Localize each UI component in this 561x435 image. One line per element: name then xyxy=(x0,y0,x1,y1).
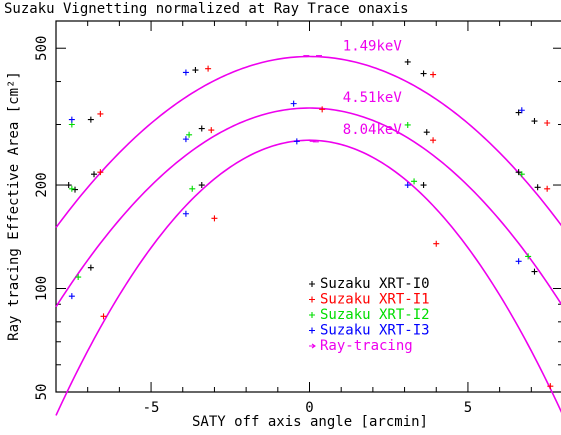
data-point xyxy=(91,171,98,178)
data-point xyxy=(433,240,440,247)
data-point xyxy=(515,258,522,265)
y-tick-label: 50 xyxy=(34,384,50,401)
data-point xyxy=(75,274,82,281)
data-point xyxy=(518,107,525,114)
data-point xyxy=(404,121,411,128)
data-point xyxy=(531,268,538,275)
y-tick-label: 200 xyxy=(34,172,50,197)
data-point xyxy=(420,182,427,189)
energy-label: 1.49keV xyxy=(343,39,403,55)
x-tick-label: -5 xyxy=(143,400,160,416)
data-point xyxy=(182,210,189,217)
data-point xyxy=(404,58,411,65)
x-tick-label: 0 xyxy=(305,400,313,416)
data-point xyxy=(97,169,104,176)
data-point xyxy=(198,125,205,132)
x-axis-label: SATY off axis angle [arcmin] xyxy=(192,414,428,430)
data-point xyxy=(100,313,107,320)
data-point xyxy=(87,116,94,123)
data-point xyxy=(189,185,196,192)
legend-marker xyxy=(309,327,315,334)
energy-label: 4.51keV xyxy=(343,90,403,106)
energy-label: 8.04keV xyxy=(343,122,403,138)
legend-marker xyxy=(309,281,315,287)
data-point xyxy=(198,182,205,189)
y-tick-label: 100 xyxy=(34,276,50,301)
data-point xyxy=(544,120,551,127)
data-point xyxy=(525,253,532,260)
y-axis-label: Ray tracing Effective Area [cm²] xyxy=(6,71,22,341)
data-point xyxy=(404,182,411,189)
data-points xyxy=(65,58,554,390)
chart-title: Suzaku Vignetting normalized at Ray Trac… xyxy=(4,1,409,17)
data-point xyxy=(186,131,193,138)
data-point xyxy=(423,129,430,136)
data-point xyxy=(97,110,104,117)
data-point xyxy=(87,264,94,271)
data-point xyxy=(68,116,75,123)
data-point xyxy=(411,178,418,185)
data-point xyxy=(205,65,212,72)
data-point xyxy=(534,184,541,191)
data-point xyxy=(68,185,75,192)
data-point xyxy=(515,169,522,176)
y-tick-label: 500 xyxy=(34,36,50,61)
data-point xyxy=(531,118,538,125)
data-point xyxy=(182,136,189,143)
legend-marker xyxy=(309,296,315,303)
ray-trace-curves: 1.49keV 4.51keV 8.04keV xyxy=(55,39,561,416)
legend-label: Suzaku XRT-I3 xyxy=(320,323,430,339)
legend-label: Suzaku XRT-I1 xyxy=(320,292,430,308)
data-point xyxy=(518,171,525,178)
data-point xyxy=(544,185,551,192)
legend-label: Ray-tracing xyxy=(320,338,413,354)
data-point xyxy=(430,137,437,144)
data-point xyxy=(211,215,218,222)
data-point xyxy=(65,182,72,189)
data-point xyxy=(420,70,427,77)
legend-label: Suzaku XRT-I2 xyxy=(320,307,430,323)
ray-trace-curve xyxy=(55,107,561,308)
legend-label: Suzaku XRT-I0 xyxy=(320,276,430,292)
data-point xyxy=(547,383,554,390)
ray-trace-curve xyxy=(55,139,561,416)
ray-trace-curve xyxy=(55,55,561,229)
data-point xyxy=(319,106,326,113)
legend-marker xyxy=(309,343,316,349)
data-point xyxy=(182,69,189,76)
data-point xyxy=(72,186,79,193)
data-point xyxy=(290,100,297,107)
y-axis-label-group: Ray tracing Effective Area [cm²] xyxy=(6,71,22,341)
data-point xyxy=(208,127,215,134)
axis-ticks: -5 0 5 50 100 200 500 xyxy=(34,20,561,416)
data-point xyxy=(293,138,300,145)
data-point xyxy=(430,71,437,78)
data-point xyxy=(515,109,522,116)
data-point xyxy=(192,67,199,74)
data-point xyxy=(68,293,75,300)
x-tick-label: 5 xyxy=(464,400,472,416)
legend-marker xyxy=(309,312,315,318)
